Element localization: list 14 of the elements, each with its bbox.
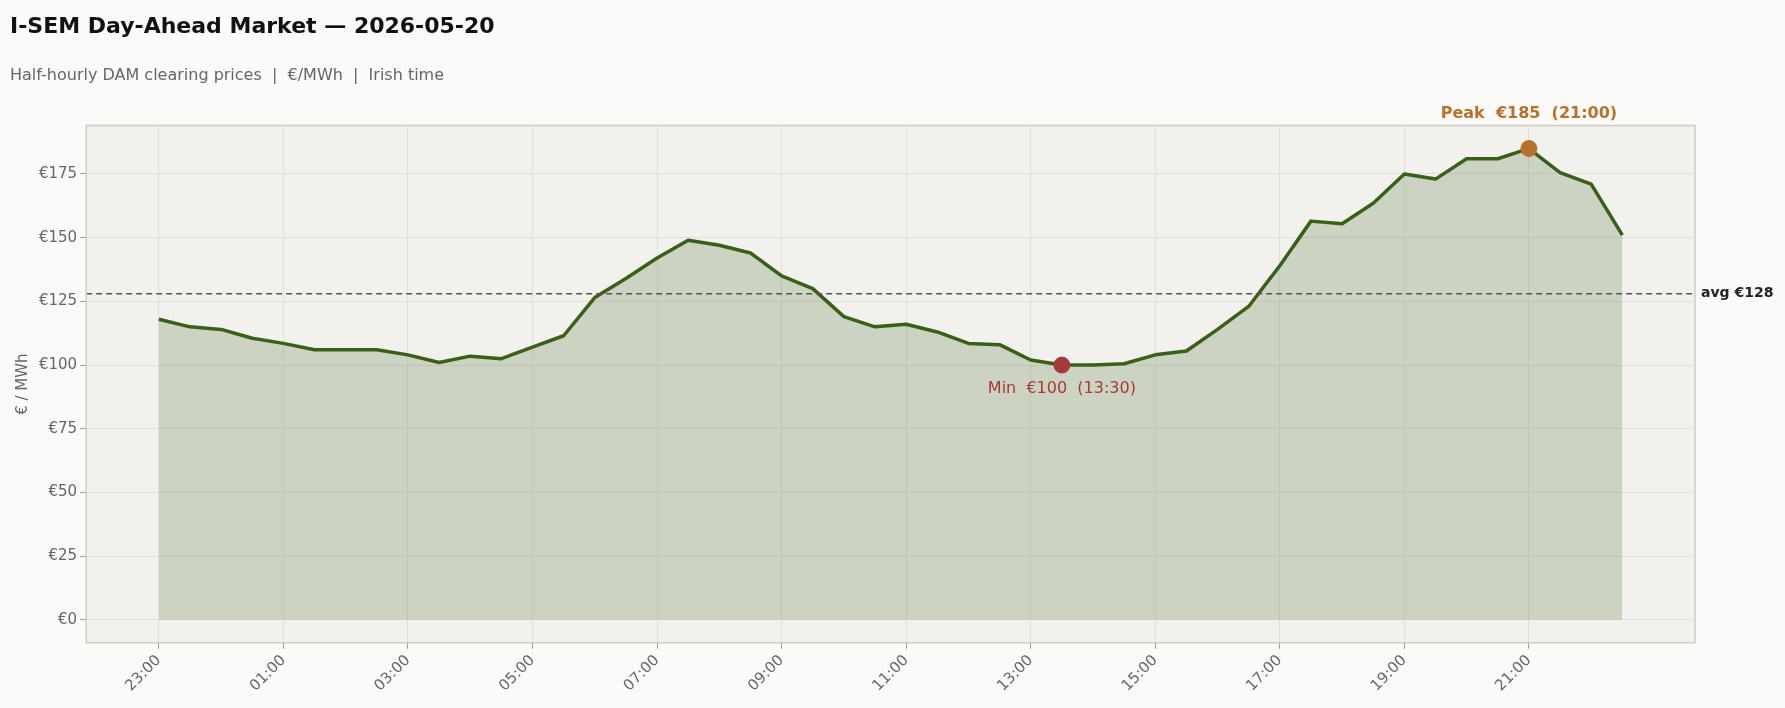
y-tick-label: €0 bbox=[58, 609, 78, 628]
y-axis-title: € / MWh bbox=[12, 353, 31, 415]
y-tick-label: €75 bbox=[48, 418, 78, 437]
y-tick-label: €25 bbox=[48, 545, 78, 564]
y-tick-label: €100 bbox=[38, 354, 78, 373]
chart-title: I-SEM Day-Ahead Market — 2026-05-20 bbox=[10, 12, 495, 38]
annotation: Peak €185 (21:00) bbox=[1440, 102, 1618, 122]
y-tick-label: €150 bbox=[38, 227, 78, 246]
y-tick-label: €50 bbox=[48, 482, 78, 501]
chart-subtitle: Half-hourly DAM clearing prices | €/MWh | Irish time bbox=[10, 65, 445, 85]
y-tick-label: €175 bbox=[38, 163, 78, 182]
ref-line-label: avg €128 bbox=[1701, 284, 1774, 301]
y-tick-label: €125 bbox=[38, 291, 78, 310]
annotation: Min €100 (13:30) bbox=[987, 378, 1136, 398]
